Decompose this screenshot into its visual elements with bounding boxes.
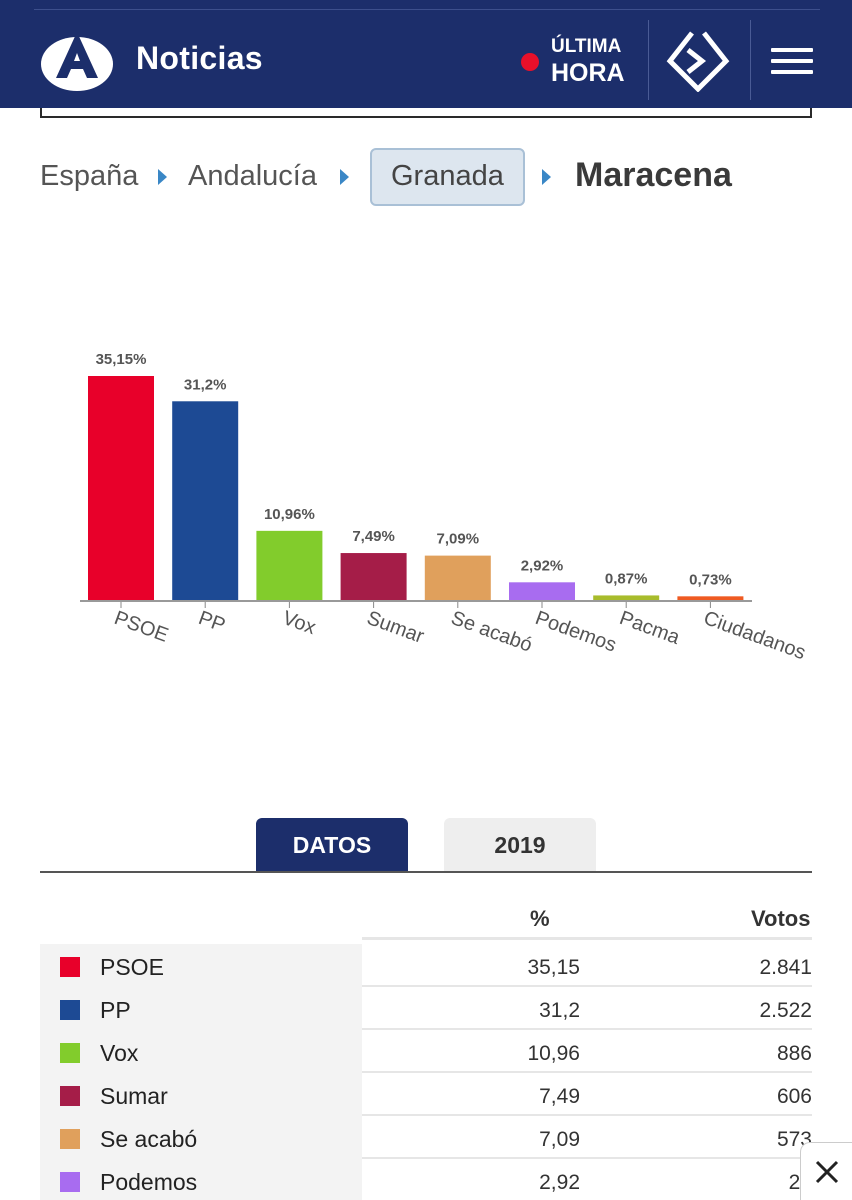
header-top-line — [34, 9, 820, 10]
bar-se-acabó[interactable] — [424, 555, 491, 601]
table-row[interactable]: Vox 10,96 886 — [40, 1030, 812, 1073]
party-votes: 606 — [776, 1085, 812, 1108]
caret-right-icon — [542, 169, 551, 185]
party-votes: 886 — [776, 1042, 812, 1065]
antena3-logo-icon[interactable] — [40, 26, 114, 92]
party-color-swatch — [60, 1043, 80, 1063]
table-row[interactable]: PSOE 35,15 2.841 — [40, 944, 812, 987]
caret-right-icon — [340, 169, 349, 185]
live-label-line1[interactable]: ÚLTIMA — [551, 36, 622, 57]
column-header-pct: % — [530, 906, 550, 931]
directo-diamond-icon[interactable] — [666, 30, 730, 92]
table-row[interactable]: PP 31,2 2.522 — [40, 987, 812, 1030]
row-divider — [362, 1028, 812, 1030]
party-cell — [40, 1030, 362, 1073]
x-tick-label: Podemos — [532, 607, 619, 657]
x-tick-label: PP — [195, 607, 228, 637]
x-tick-label: Ciudadanos — [701, 607, 809, 664]
live-label-line2[interactable]: HORA — [551, 59, 625, 87]
row-divider — [362, 1071, 812, 1073]
site-header: Noticias ÚLTIMA HORA — [0, 0, 852, 108]
brand-name[interactable]: Noticias — [136, 40, 263, 76]
party-cell — [40, 944, 362, 987]
party-name: PSOE — [100, 954, 164, 980]
party-pct: 35,15 — [527, 956, 580, 979]
bar-data-label: 0,87% — [605, 570, 648, 587]
table-row[interactable]: Sumar 7,49 606 — [40, 1073, 812, 1116]
column-header-votes: Votos — [751, 906, 811, 931]
header-separator — [648, 20, 649, 100]
tabs-divider — [40, 871, 812, 873]
party-pct: 7,09 — [539, 1128, 580, 1151]
party-votes: 2.522 — [759, 999, 812, 1022]
party-cell — [40, 1073, 362, 1116]
breadcrumb-current-maracena: Maracena — [575, 156, 732, 194]
results-bar-chart: 35,15% PSOE 31,2% PP 10,96% Vox 7,49% Sumar 7,09… — [80, 351, 809, 664]
party-cell — [40, 1116, 362, 1159]
close-icon[interactable] — [815, 1160, 839, 1184]
party-pct: 31,2 — [539, 999, 580, 1022]
row-divider — [362, 1114, 812, 1116]
party-color-swatch — [60, 1086, 80, 1106]
x-tick-label: Se acabó — [448, 607, 535, 657]
hamburger-menu-icon[interactable] — [771, 48, 813, 76]
party-name: Podemos — [100, 1169, 198, 1195]
table-row[interactable]: Se acabó 7,09 573 — [40, 1116, 812, 1159]
party-name: PP — [100, 997, 131, 1023]
x-tick-label: Pacma — [616, 607, 683, 649]
party-color-swatch — [60, 1172, 80, 1192]
x-tick-label: Vox — [280, 607, 319, 639]
bar-ciudadanos[interactable] — [677, 596, 744, 601]
tab-2019[interactable]: 2019 — [444, 818, 596, 872]
party-color-swatch — [60, 1129, 80, 1149]
party-pct: 10,96 — [527, 1042, 580, 1065]
bar-pp[interactable] — [172, 401, 239, 601]
bar-pacma[interactable] — [593, 595, 660, 601]
header-separator — [750, 20, 751, 100]
bar-data-label: 10,96% — [264, 506, 315, 523]
party-pct: 2,92 — [539, 1171, 580, 1194]
x-tick-label: Sumar — [364, 607, 427, 648]
party-name: Se acabó — [100, 1126, 198, 1152]
header-divider — [362, 937, 812, 940]
breadcrumb-item-espana[interactable]: España — [40, 160, 139, 192]
breadcrumb-item-andalucia[interactable]: Andalucía — [188, 160, 317, 192]
party-pct: 7,49 — [539, 1085, 580, 1108]
breadcrumb-item-granada-box[interactable] — [370, 148, 525, 206]
bar-psoe[interactable] — [88, 376, 154, 601]
bar-data-label: 7,09% — [437, 531, 480, 548]
bar-podemos[interactable] — [509, 582, 575, 601]
caret-right-icon — [158, 169, 167, 185]
bar-data-label: 2,92% — [521, 557, 564, 574]
party-cell — [40, 987, 362, 1030]
bar-sumar[interactable] — [340, 553, 407, 601]
close-ad-button[interactable] — [800, 1142, 852, 1200]
bar-data-label: 31,2% — [184, 376, 227, 393]
party-color-swatch — [60, 957, 80, 977]
bar-vox[interactable] — [256, 530, 323, 601]
party-color-swatch — [60, 1000, 80, 1020]
bar-data-label: 7,49% — [352, 528, 395, 545]
row-divider — [362, 1157, 812, 1159]
party-name: Vox — [100, 1040, 139, 1066]
breadcrumb-item-granada[interactable]: Granada — [391, 160, 504, 192]
bar-data-label: 0,73% — [689, 571, 732, 588]
party-name: Sumar — [100, 1083, 168, 1109]
map-box-edge — [40, 108, 812, 118]
party-votes: 2.841 — [759, 956, 812, 979]
row-divider — [362, 985, 812, 987]
live-dot-icon — [521, 53, 539, 71]
x-tick-label: PSOE — [111, 607, 171, 647]
tab-datos[interactable]: DATOS — [256, 818, 408, 872]
bar-data-label: 35,15% — [96, 351, 147, 368]
party-cell — [40, 1159, 362, 1200]
